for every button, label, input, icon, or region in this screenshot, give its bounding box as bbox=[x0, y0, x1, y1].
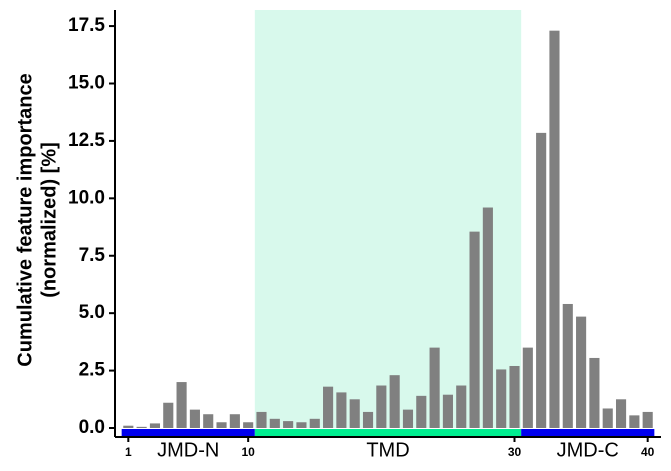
x-tick-label: 1 bbox=[125, 445, 132, 459]
bar bbox=[243, 422, 254, 428]
y-tick-label: 12.5 bbox=[68, 130, 105, 151]
bar bbox=[509, 365, 520, 428]
bar bbox=[229, 414, 240, 428]
x-tick-label: 10 bbox=[241, 445, 255, 459]
y-tick-label: 2.5 bbox=[79, 360, 106, 381]
bar bbox=[203, 414, 214, 428]
region-label: JMD-C bbox=[557, 439, 619, 461]
bar bbox=[602, 408, 613, 428]
bar bbox=[456, 385, 467, 428]
y-tick-label: 5.0 bbox=[79, 302, 105, 323]
y-axis-label: (normalized) [%] bbox=[38, 142, 60, 298]
y-axis-label: Cumulative feature importance bbox=[14, 73, 36, 366]
bar bbox=[615, 399, 627, 428]
bar bbox=[309, 418, 320, 428]
bar bbox=[176, 382, 187, 428]
x-tick-label: 30 bbox=[508, 445, 522, 459]
y-tick-label: 10.0 bbox=[68, 187, 105, 208]
bar bbox=[589, 357, 600, 428]
x-tick-label: 40 bbox=[641, 445, 655, 459]
bar bbox=[349, 399, 360, 428]
region-shade bbox=[254, 10, 522, 428]
bar bbox=[136, 426, 147, 428]
bar bbox=[123, 425, 134, 428]
bar bbox=[389, 375, 400, 428]
bar bbox=[642, 411, 653, 428]
bar bbox=[482, 207, 493, 428]
region-label: TMD bbox=[366, 439, 409, 461]
y-tick-label: 15.0 bbox=[68, 73, 105, 94]
bar bbox=[376, 385, 387, 428]
bar bbox=[442, 394, 453, 428]
y-tick-label: 0.0 bbox=[79, 417, 105, 438]
bar bbox=[549, 30, 560, 429]
bar bbox=[256, 411, 267, 428]
bar bbox=[522, 347, 533, 428]
bar bbox=[402, 409, 414, 428]
bar bbox=[416, 395, 427, 428]
y-tick-label: 7.5 bbox=[79, 245, 106, 266]
bar bbox=[163, 402, 174, 428]
bar bbox=[296, 422, 307, 428]
bar bbox=[496, 369, 507, 428]
bar bbox=[576, 316, 587, 428]
region-label: JMD-N bbox=[157, 439, 219, 461]
bar bbox=[216, 422, 227, 428]
bar bbox=[336, 392, 347, 428]
bar bbox=[362, 411, 374, 428]
bar bbox=[149, 423, 161, 428]
bar bbox=[562, 303, 573, 428]
bar bbox=[469, 231, 480, 428]
region-bar bbox=[521, 429, 655, 438]
y-tick-label: 17.5 bbox=[68, 15, 105, 36]
bar bbox=[429, 347, 440, 428]
bar bbox=[629, 415, 640, 428]
region-bar bbox=[254, 429, 522, 438]
region-bar bbox=[121, 429, 255, 438]
bar bbox=[189, 409, 200, 428]
bar bbox=[283, 421, 294, 428]
bar bbox=[323, 386, 334, 428]
bar bbox=[269, 418, 280, 428]
bar bbox=[536, 132, 547, 428]
